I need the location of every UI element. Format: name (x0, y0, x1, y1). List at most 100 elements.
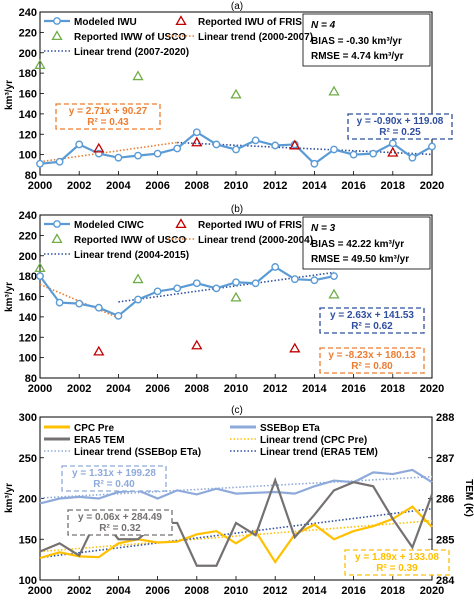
y-tick-label: 120 (19, 129, 37, 141)
series-line-0 (39, 265, 335, 318)
data-point-triangle (191, 136, 203, 147)
data-point (153, 149, 162, 158)
data-point (330, 272, 338, 281)
x-tick-label: 2002 (67, 585, 91, 597)
x-tick-label: 2020 (420, 383, 444, 395)
data-point-triangle (191, 339, 203, 350)
trend-line-2 (39, 507, 433, 559)
panel-a-rmse: RMSE = 4.74 km³/yr (311, 51, 404, 62)
y-tick-label: 80 (25, 373, 37, 385)
data-point (232, 278, 240, 287)
data-point-triangle (387, 146, 399, 157)
data-point (173, 144, 182, 153)
y-tick-label: 200 (19, 48, 37, 60)
y-tick-label: 220 (19, 27, 37, 39)
equation-box (67, 509, 173, 536)
data-point-triangle (34, 262, 46, 273)
data-point (36, 272, 44, 281)
y2-tick-label: 288 (436, 412, 454, 424)
x-tick-label: 2004 (106, 383, 131, 395)
data-point (290, 275, 299, 284)
chart-marks: 80 100 120 140 160 180 200 220 240 2000 2002 2004 20… (19, 7, 456, 597)
data-point (36, 159, 44, 168)
y-tick-label: 220 (19, 230, 37, 242)
equation-text: y = 0.06x + 284.49 (78, 512, 162, 523)
panel-c-y2label: TEM (K) (463, 479, 474, 517)
data-point (114, 153, 123, 162)
y-tick-label: 180 (19, 68, 37, 80)
r-squared-text: R² = 0.32 (99, 523, 141, 534)
equation-text: y = 1.31x + 199.28 (72, 468, 156, 479)
equation-box (319, 347, 425, 374)
x-tick-label: 2020 (420, 585, 444, 597)
series-line-0 (39, 505, 433, 565)
y-tick-label: 240 (19, 210, 37, 222)
data-point (134, 295, 142, 304)
y-tick-label: 80 (25, 170, 37, 182)
y-tick-label: 100 (19, 150, 37, 162)
data-point (55, 157, 64, 166)
legend-label: Linear trend (2004-2015) (74, 250, 189, 261)
data-point (408, 153, 417, 162)
panel-b-stats: N = 3 BIAS = 42.22 km³/yr RMSE = 49.50 k… (302, 216, 431, 270)
panel-0-marks: 80 100 120 140 160 180 200 220 240 2000 2002 2004 20… (19, 7, 453, 192)
data-point (232, 145, 240, 154)
x-tick-label: 2016 (341, 180, 365, 192)
x-tick-label: 2014 (302, 585, 327, 597)
legend-label: Modeled CIWC (74, 220, 144, 231)
x-tick-label: 2000 (28, 383, 52, 395)
data-point (212, 140, 221, 149)
data-point (251, 136, 260, 145)
r-squared-text: R² = 0.40 (93, 479, 135, 490)
data-point (310, 159, 319, 168)
legend-label: Linear trend (2000-2007) (198, 32, 313, 43)
data-point (192, 128, 201, 137)
data-point-triangle (34, 59, 46, 69)
data-point (271, 141, 280, 150)
legend-label: Linear trend (SSEBop ETa) (74, 447, 201, 458)
data-point (330, 145, 338, 154)
data-point (192, 279, 201, 288)
legend-swatch-triangle (175, 218, 187, 229)
panel-b-bias: BIAS = 42.22 km³/yr (311, 239, 404, 250)
x-tick-label: 2004 (106, 585, 131, 597)
legend-label: SSEBop ETa (260, 423, 320, 434)
panel-a-bias: BIAS = -0.30 km³/yr (311, 36, 402, 47)
trend-line-1 (39, 475, 433, 499)
panel-a-label: (a) (231, 1, 243, 12)
y-tick-label: 120 (19, 332, 37, 344)
legend-label: Modeled IWU (74, 17, 137, 28)
data-point (369, 149, 378, 158)
trend-line-1 (118, 271, 335, 303)
y-tick-label: 250 (19, 453, 37, 465)
x-tick-label: 2006 (145, 585, 169, 597)
y-tick-label: 200 (19, 494, 37, 506)
y-tick-label: 140 (19, 312, 37, 324)
y-tick-label: 100 (19, 575, 37, 587)
x-tick-label: 2014 (302, 180, 327, 192)
panel-b-ylabel: km³/yr (4, 282, 15, 312)
y-tick-label: 100 (19, 353, 37, 365)
panel-b-n: N = 3 (311, 223, 336, 234)
trend-line-0 (39, 519, 433, 553)
legend-swatch-marker (53, 17, 61, 25)
x-tick-label: 2012 (263, 180, 287, 192)
data-point (388, 139, 397, 148)
panel-c-label: (c) (231, 405, 243, 416)
r-squared-text: R² = 0.62 (351, 321, 393, 332)
x-tick-label: 2010 (224, 585, 248, 597)
legend-label: CPC Pre (74, 423, 114, 434)
panel-1-marks: 80 100 120 140 160 180 200 220 240 2000 2002 2004 20… (19, 210, 445, 395)
x-tick-label: 2016 (341, 585, 365, 597)
legend-label: Linear trend (CPC Pre) (260, 435, 367, 446)
y2-tick-label: 285 (436, 534, 454, 546)
x-tick-label: 2008 (185, 585, 209, 597)
x-tick-label: 2004 (106, 180, 131, 192)
x-tick-label: 2008 (185, 383, 209, 395)
data-point (173, 284, 182, 293)
data-point (428, 142, 436, 151)
legend-label: Linear trend (2007-2020) (74, 47, 189, 58)
y2-tick-label: 287 (436, 453, 454, 465)
x-tick-label: 2000 (28, 585, 52, 597)
legend-label: Linear trend (2000-2004) (198, 235, 313, 246)
